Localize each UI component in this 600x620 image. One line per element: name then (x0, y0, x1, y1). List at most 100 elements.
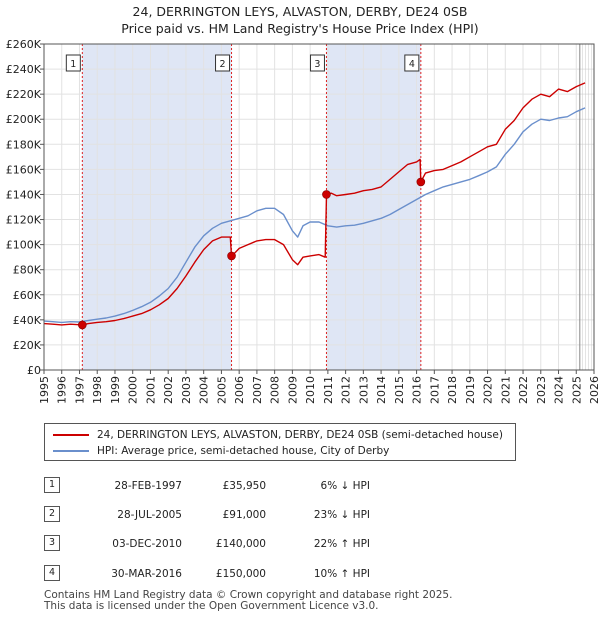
txn-number: 3 (44, 535, 60, 551)
txn-hpi-diff: 10% ↑ HPI (313, 568, 370, 580)
sale-label-box (309, 54, 325, 72)
sale-label-box (404, 54, 420, 72)
shaded-period (82, 44, 232, 370)
sale-markers (78, 177, 426, 330)
x-tick-label: 2004 (198, 376, 211, 404)
x-tick-label: 2023 (535, 376, 548, 404)
sale-label-number: 4 (409, 59, 415, 70)
y-tick-label: £120K (6, 214, 42, 227)
txn-date: 30-MAR-2016 (111, 568, 182, 580)
x-tick-label: 2000 (127, 376, 140, 404)
legend-item-price: 24, DERRINGTON LEYS, ALVASTON, DERBY, DE… (53, 427, 503, 443)
x-tick-label: 2007 (251, 376, 264, 404)
legend-swatch-hpi (53, 450, 89, 452)
sale-point (78, 320, 87, 330)
forecast-hatch (579, 44, 594, 370)
chart-title-line2: Price paid vs. HM Land Registry's House … (121, 21, 479, 36)
x-tick-label: 2016 (411, 376, 424, 404)
x-tick-label: 2008 (269, 376, 282, 404)
x-tick-label: 2017 (428, 376, 441, 404)
legend-label-price: 24, DERRINGTON LEYS, ALVASTON, DERBY, DE… (97, 429, 503, 441)
y-tick-label: £180K (6, 138, 42, 151)
y-tick-label: £40K (13, 314, 42, 327)
txn-date: 28-FEB-1997 (114, 480, 182, 492)
y-tick-label: £140K (6, 188, 42, 201)
x-tick-label: 2021 (499, 376, 512, 404)
x-tick-label: 2005 (215, 376, 228, 404)
sale-label-box (65, 54, 81, 72)
table-row: 3 03-DEC-2010 £140,000 22% ↑ HPI (0, 534, 600, 554)
txn-price: £35,950 (222, 480, 266, 492)
x-tick-label: 2012 (340, 376, 353, 404)
x-tick-label: 1995 (38, 376, 51, 404)
x-tick-label: 2003 (180, 376, 193, 404)
x-tick-label: 2013 (357, 376, 370, 404)
sale-point (416, 177, 426, 187)
txn-number: 2 (44, 506, 60, 522)
x-tick-label: 1997 (73, 376, 86, 404)
x-tick-label: 2018 (446, 376, 459, 404)
x-tick-label: 2026 (588, 376, 600, 404)
x-tick-label: 2025 (570, 376, 583, 404)
x-tick-label: 2015 (393, 376, 406, 404)
sale-vertical-lines: 1 2 3 4 (65, 44, 422, 370)
legend-label-hpi: HPI: Average price, semi-detached house,… (97, 445, 390, 457)
table-row: 2 28-JUL-2005 £91,000 23% ↓ HPI (0, 505, 600, 525)
series-line-hpi (43, 107, 586, 324)
txn-price: £91,000 (222, 509, 266, 521)
chart-title-line1: 24, DERRINGTON LEYS, ALVASTON, DERBY, DE… (132, 4, 468, 19)
x-tick-label: 2022 (517, 376, 530, 404)
x-tick-label: 2001 (144, 376, 157, 404)
legend-swatch-price (53, 434, 89, 436)
shaded-period (326, 44, 421, 370)
x-tick-label: 2019 (464, 376, 477, 404)
sale-label-number: 3 (314, 59, 320, 70)
sale-label-box (215, 54, 231, 72)
txn-price: £150,000 (215, 568, 266, 580)
footer: Contains HM Land Registry data © Crown c… (44, 590, 452, 612)
x-tick-label: 2014 (375, 376, 388, 404)
legend-item-hpi: HPI: Average price, semi-detached house,… (53, 443, 389, 459)
forecast-region (579, 44, 594, 370)
txn-hpi-diff: 6% ↓ HPI (320, 480, 370, 492)
x-axis-ticks: 1995 1996 1997 1998 1999 2000 2001 2002 2003 2004… (38, 370, 600, 404)
x-tick-label: 2024 (553, 376, 566, 404)
txn-number: 1 (44, 477, 60, 493)
txn-hpi-diff: 23% ↓ HPI (313, 509, 370, 521)
table-row: 1 28-FEB-1997 £35,950 6% ↓ HPI (0, 476, 600, 496)
sale-point (322, 190, 331, 199)
series-line-price (43, 82, 586, 326)
sale-label-number: 2 (220, 59, 226, 70)
x-tick-label: 2002 (162, 376, 175, 404)
txn-date: 03-DEC-2010 (112, 538, 182, 550)
footer-line2: This data is licensed under the Open Gov… (44, 600, 379, 612)
x-tick-label: 2010 (304, 376, 317, 404)
x-tick-label: 2009 (286, 376, 299, 404)
y-tick-label: £80K (13, 264, 42, 277)
y-tick-label: £160K (6, 163, 42, 176)
y-axis-ticks: £0 £20K £40K £60K £80K £100K £120K £140K £160K £1… (6, 38, 44, 377)
y-tick-label: £100K (6, 239, 42, 252)
chart-title: 24, DERRINGTON LEYS, ALVASTON, DERBY, DE… (0, 3, 600, 37)
footer-line1: Contains HM Land Registry data © Crown c… (44, 589, 453, 601)
table-row: 4 30-MAR-2016 £150,000 10% ↑ HPI (0, 564, 600, 584)
x-tick-label: 2020 (482, 376, 495, 404)
y-tick-label: £0 (27, 364, 41, 377)
price-chart: 1 2 3 4 £0 £20K £40K £60K £80K £100K £120K £140K £1… (6, 38, 600, 404)
y-tick-label: £20K (13, 339, 42, 352)
y-tick-label: £60K (13, 289, 42, 302)
x-tick-label: 1998 (91, 376, 104, 404)
y-tick-label: £260K (6, 38, 42, 51)
shaded-periods (82, 44, 421, 370)
y-tick-label: £220K (6, 88, 42, 101)
x-tick-label: 1996 (56, 376, 69, 404)
series-lines (43, 82, 586, 326)
y-tick-label: £240K (6, 63, 42, 76)
legend: 24, DERRINGTON LEYS, ALVASTON, DERBY, DE… (44, 423, 516, 461)
txn-hpi-diff: 22% ↑ HPI (313, 538, 370, 550)
plot-frame (43, 43, 595, 371)
x-tick-label: 1999 (109, 376, 122, 404)
txn-price: £140,000 (215, 538, 266, 550)
txn-date: 28-JUL-2005 (117, 509, 182, 521)
x-tick-label: 2006 (233, 376, 246, 404)
